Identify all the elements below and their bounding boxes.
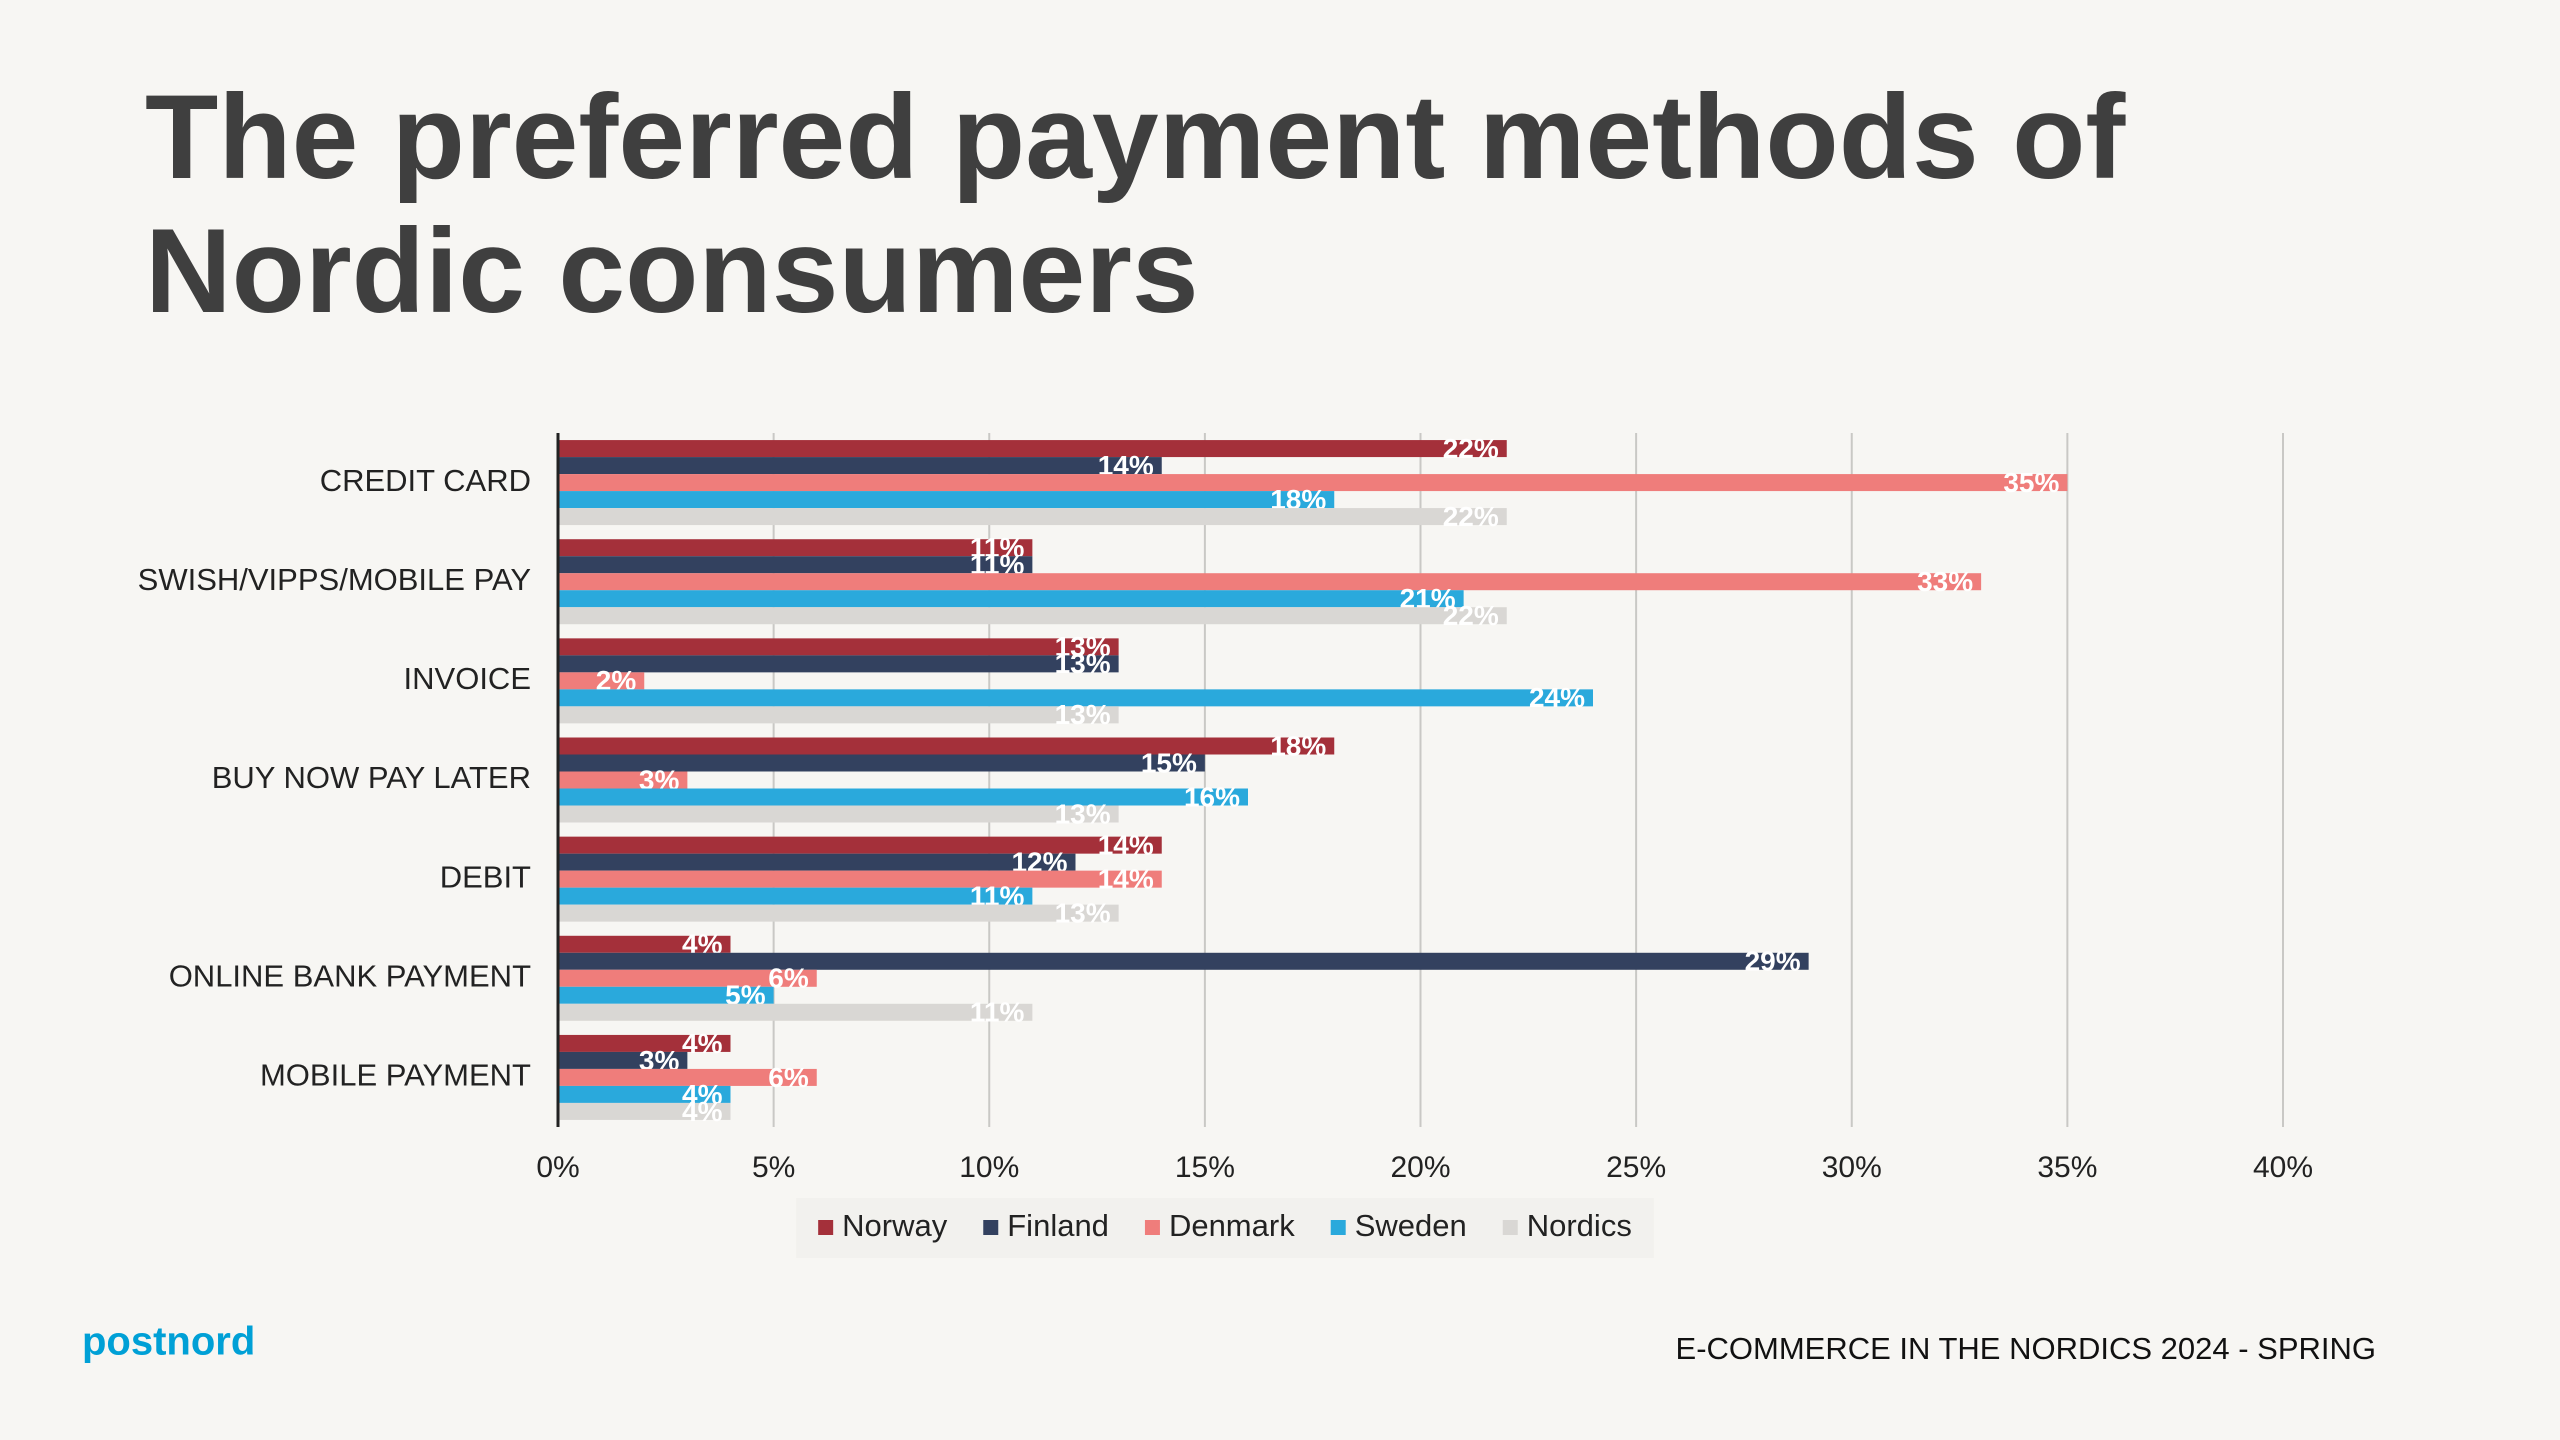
value-label: 22% (1443, 501, 1499, 532)
x-tick-label: 15% (1175, 1151, 1235, 1184)
value-label: 13% (1055, 699, 1111, 730)
legend-swatch (983, 1220, 999, 1235)
bar (558, 638, 1119, 656)
bar (558, 1003, 1033, 1021)
value-label: 6% (768, 963, 809, 994)
bar (558, 1085, 731, 1103)
legend-swatch (818, 1220, 834, 1235)
legend-label: Denmark (1169, 1208, 1295, 1243)
value-label: 14% (1098, 864, 1154, 895)
bar (558, 904, 1119, 922)
x-tick-label: 25% (1606, 1151, 1666, 1184)
legend-label: Nordics (1527, 1208, 1632, 1243)
value-label: 11% (970, 997, 1025, 1028)
y-tick-label: INVOICE (404, 661, 531, 696)
value-label: 35% (2003, 467, 2059, 498)
x-tick-label: 0% (536, 1151, 579, 1184)
bar (558, 805, 1119, 823)
logo: postnord (82, 1320, 255, 1364)
legend-label: Norway (842, 1208, 948, 1243)
bar (558, 457, 1162, 475)
bar (558, 870, 1162, 888)
y-tick-label: SWISH/VIPPS/MOBILE PAY (138, 562, 531, 597)
value-label: 22% (1443, 433, 1499, 464)
value-label: 15% (1141, 747, 1197, 778)
bar (558, 771, 688, 789)
legend-swatch (1502, 1220, 1518, 1235)
bar (558, 1068, 817, 1086)
bar (558, 935, 731, 953)
bar (558, 474, 2068, 492)
bar (558, 672, 645, 690)
legend-swatch (1330, 1220, 1346, 1235)
bar (558, 590, 1464, 608)
bar (558, 1034, 731, 1052)
legend-swatch (1144, 1220, 1160, 1235)
bar (558, 508, 1507, 526)
bar (558, 969, 817, 987)
bar (558, 737, 1335, 755)
y-tick-label: BUY NOW PAY LATER (212, 760, 531, 795)
value-label: 14% (1098, 830, 1154, 861)
bar (558, 836, 1162, 854)
x-tick-label: 20% (1390, 1151, 1450, 1184)
legend-label: Sweden (1355, 1208, 1467, 1243)
value-label: 13% (1055, 648, 1111, 679)
bar (558, 853, 1076, 871)
bar (558, 689, 1593, 707)
footer: E-COMMERCE IN THE NORDICS 2024 - SPRING (1676, 1331, 2376, 1366)
value-label: 6% (768, 1062, 809, 1093)
value-label: 29% (1745, 946, 1801, 977)
bar (558, 440, 1507, 458)
bar (558, 573, 1982, 591)
x-tick-label: 35% (2037, 1151, 2097, 1184)
value-label: 24% (1529, 682, 1585, 713)
bar (558, 952, 1809, 970)
value-label: 4% (682, 1028, 723, 1059)
y-tick-label: CREDIT CARD (320, 463, 531, 498)
value-label: 16% (1184, 781, 1240, 812)
bar (558, 788, 1248, 806)
y-tick-label: MOBILE PAYMENT (260, 1058, 531, 1093)
bar (558, 1051, 688, 1069)
chart-title: The preferred payment methods of Nordic … (145, 70, 2126, 338)
bar (558, 754, 1205, 772)
x-tick-label: 10% (959, 1151, 1019, 1184)
x-tick-label: 40% (2253, 1151, 2313, 1184)
bar (558, 556, 1033, 574)
y-tick-label: ONLINE BANK PAYMENT (169, 958, 531, 993)
value-label: 13% (1055, 798, 1111, 829)
bar (558, 1102, 731, 1120)
bar (558, 887, 1033, 905)
legend-label: Finland (1007, 1208, 1109, 1243)
bar (558, 491, 1335, 509)
value-label: 18% (1270, 730, 1326, 761)
value-label: 33% (1917, 566, 1973, 597)
bar (558, 539, 1033, 557)
bar (558, 986, 774, 1004)
bar (558, 706, 1119, 724)
value-label: 13% (1055, 898, 1111, 929)
bar (558, 655, 1119, 673)
y-tick-label: DEBIT (440, 859, 531, 894)
x-tick-label: 30% (1822, 1151, 1882, 1184)
bar (558, 607, 1507, 625)
x-tick-label: 5% (752, 1151, 795, 1184)
value-label: 22% (1443, 600, 1499, 631)
value-label: 4% (682, 1096, 723, 1127)
